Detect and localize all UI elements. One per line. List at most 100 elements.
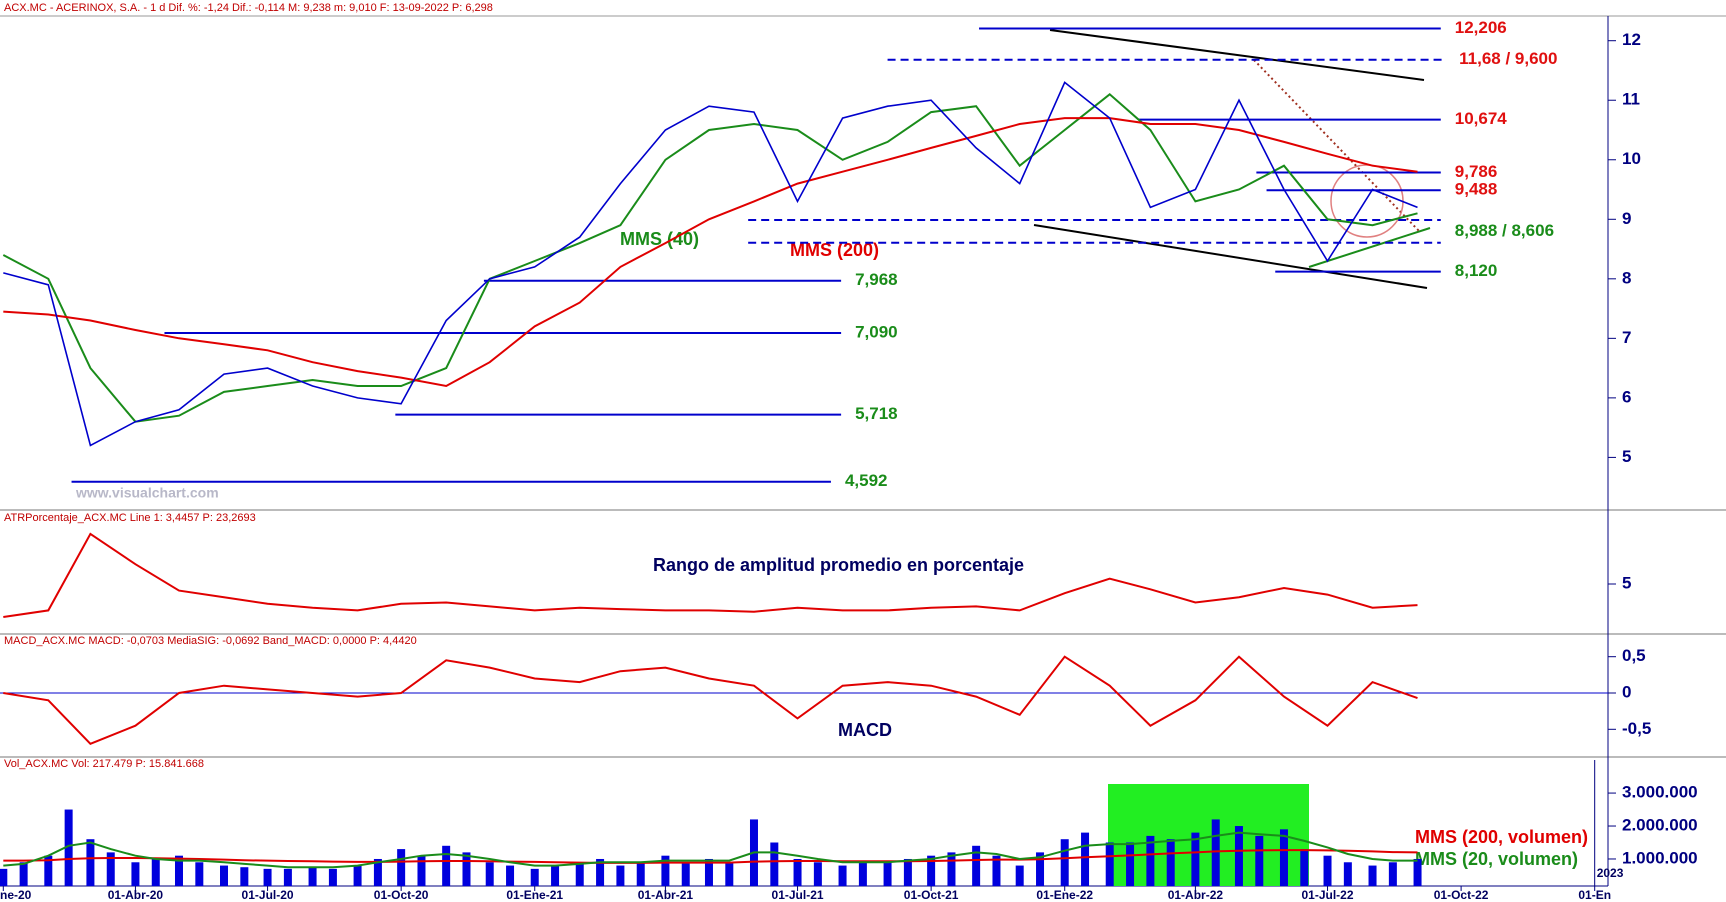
level-label: 10,674 — [1455, 109, 1508, 128]
bar — [636, 862, 645, 886]
x-tick-label: 01-Ene-22 — [1036, 888, 1093, 902]
y-tick-label: 0 — [1622, 682, 1631, 701]
channel-line — [1033, 224, 1428, 289]
bar — [1234, 826, 1243, 886]
bar — [1300, 849, 1309, 886]
x-tick-label: 01-Oct-20 — [374, 888, 429, 902]
bar — [947, 852, 956, 886]
level-label: 9,786 — [1455, 162, 1498, 181]
legend-entry: MMS (200, volumen) — [1415, 827, 1588, 847]
y-tick-label: 6 — [1622, 387, 1631, 406]
bar — [195, 862, 204, 886]
bar — [575, 862, 584, 886]
bar — [1191, 832, 1200, 886]
bar — [1126, 842, 1135, 886]
series-line — [3, 655, 1418, 745]
bar — [462, 852, 471, 886]
bar — [220, 865, 229, 886]
y-tick-label: 0,5 — [1622, 646, 1646, 665]
x-tick-label: 01-Jul-20 — [242, 888, 294, 902]
series-line — [3, 81, 1418, 447]
y-tick-label: 9 — [1622, 209, 1631, 228]
bar — [813, 862, 822, 886]
bar — [661, 855, 670, 886]
bar — [1255, 835, 1264, 886]
bar — [283, 868, 292, 886]
bar — [1146, 835, 1155, 886]
year-label: 2023 — [1597, 866, 1624, 880]
bar — [174, 855, 183, 886]
x-tick-label: 01-Jul-21 — [772, 888, 824, 902]
series-line — [3, 831, 1418, 869]
bar — [927, 855, 936, 886]
bar — [240, 867, 249, 886]
bar — [417, 855, 426, 886]
bar — [681, 862, 690, 886]
bar — [992, 855, 1001, 886]
y-tick-label: 3.000.000 — [1622, 783, 1698, 802]
bar — [770, 842, 779, 886]
x-tick-label: ne-20 — [0, 888, 32, 902]
series-label: MMS (200) — [790, 240, 879, 260]
annotation: Rango de amplitud promedio en porcentaje — [653, 555, 1024, 575]
bar — [353, 865, 362, 886]
panel-title: MACD_ACX.MC MACD: -0,0703 MediaSIG: -0,0… — [4, 635, 417, 647]
y-tick-label: -0,5 — [1622, 719, 1651, 738]
bar — [106, 852, 115, 886]
bar — [442, 845, 451, 886]
bar — [397, 849, 406, 886]
level-label: 7,968 — [855, 270, 898, 289]
chart-title: ACX.MC - ACERINOX, S.A. - 1 d Dif. %: -1… — [4, 2, 493, 14]
legend-entry: MMS (20, volumen) — [1415, 849, 1578, 869]
bar — [616, 865, 625, 886]
level-label: 11,68 / 9,600 — [1459, 49, 1557, 68]
panel-title: Vol_ACX.MC Vol: 217.479 P: 15.841.668 — [4, 758, 204, 770]
bar — [44, 855, 53, 886]
trend-line — [1308, 227, 1431, 268]
bar — [131, 862, 140, 886]
level-label: 4,592 — [845, 471, 888, 490]
bar — [793, 858, 802, 886]
bar — [1105, 842, 1114, 886]
bar — [506, 865, 515, 886]
bar — [725, 862, 734, 886]
bar — [308, 867, 317, 886]
bar — [1211, 819, 1220, 886]
y-tick-label: 2.000.000 — [1622, 816, 1698, 835]
bar — [86, 839, 95, 886]
bar — [1036, 852, 1045, 886]
level-label: 5,718 — [855, 404, 898, 423]
bar — [883, 862, 892, 886]
annotation: MACD — [838, 720, 892, 740]
bar — [704, 858, 713, 886]
bar — [1368, 865, 1377, 886]
bar — [903, 858, 912, 886]
bar — [1166, 839, 1175, 886]
bar — [328, 868, 337, 886]
y-tick-label: 8 — [1622, 268, 1631, 287]
level-label: 7,090 — [855, 322, 898, 341]
y-tick-label: 5 — [1622, 573, 1631, 592]
level-label: 8,120 — [1455, 261, 1498, 280]
series-line — [3, 849, 1418, 864]
series-line — [2, 92, 1418, 423]
bar — [838, 865, 847, 886]
x-tick-label: 01-Jul-22 — [1302, 888, 1354, 902]
bar — [263, 868, 272, 886]
bar — [1081, 832, 1090, 886]
bar — [551, 865, 560, 886]
y-tick-label: 1.000.000 — [1622, 848, 1698, 867]
x-tick-label: 01-Abr-21 — [638, 888, 694, 902]
bar — [972, 845, 981, 886]
y-tick-label: 7 — [1622, 328, 1631, 347]
level-label: 9,488 — [1455, 180, 1498, 199]
bar — [0, 868, 8, 886]
series-line — [3, 117, 1418, 388]
level-label: 8,988 / 8,606 — [1455, 221, 1554, 240]
bar — [1343, 862, 1352, 886]
bar — [485, 862, 494, 886]
bar — [1060, 839, 1069, 886]
channel-line — [1049, 29, 1425, 81]
